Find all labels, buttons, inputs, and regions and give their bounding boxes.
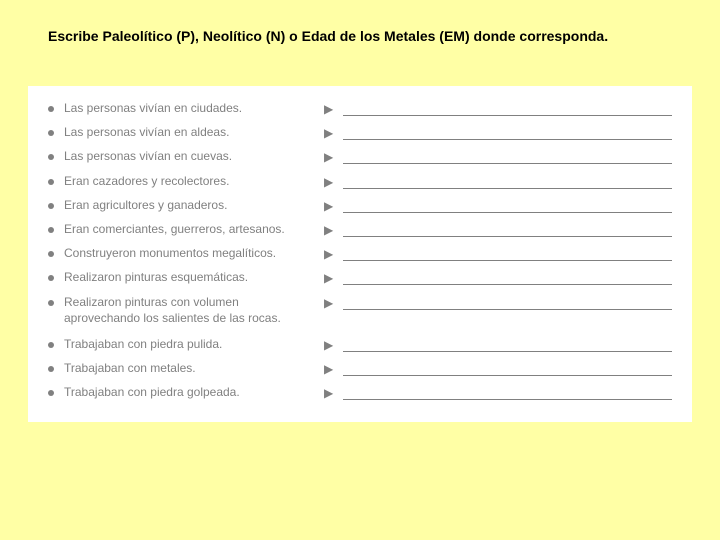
answer-blank[interactable] xyxy=(343,102,672,116)
arrow-icon: ▶ xyxy=(324,338,333,352)
bullet-icon xyxy=(48,227,54,233)
statement-text: Trabajaban con piedra pulida. xyxy=(64,336,324,352)
bullet-icon xyxy=(48,130,54,136)
list-item: Trabajaban con piedra pulida. ▶ xyxy=(48,336,672,352)
list-item: Realizaron pinturas con volumen aprovech… xyxy=(48,294,672,326)
answer-blank[interactable] xyxy=(343,296,672,310)
bullet-icon xyxy=(48,300,54,306)
arrow-icon: ▶ xyxy=(324,271,333,285)
list-item: Las personas vivían en cuevas. ▶ xyxy=(48,148,672,164)
bullet-icon xyxy=(48,366,54,372)
list-item: Trabajaban con metales. ▶ xyxy=(48,360,672,376)
answer-blank[interactable] xyxy=(343,199,672,213)
list-item: Eran comerciantes, guerreros, artesanos.… xyxy=(48,221,672,237)
arrow-icon: ▶ xyxy=(324,150,333,164)
answer-blank[interactable] xyxy=(343,223,672,237)
statement-text: Las personas vivían en cuevas. xyxy=(64,148,324,164)
bullet-icon xyxy=(48,342,54,348)
bullet-icon xyxy=(48,179,54,185)
bullet-icon xyxy=(48,275,54,281)
arrow-icon: ▶ xyxy=(324,386,333,400)
answer-blank[interactable] xyxy=(343,150,672,164)
statement-text: Las personas vivían en aldeas. xyxy=(64,124,324,140)
statement-text: Construyeron monumentos megalíticos. xyxy=(64,245,324,261)
list-item: Trabajaban con piedra golpeada. ▶ xyxy=(48,384,672,400)
statement-text: Realizaron pinturas esquemáticas. xyxy=(64,269,324,285)
statement-text: Las personas vivían en ciudades. xyxy=(64,100,324,116)
arrow-icon: ▶ xyxy=(324,102,333,116)
bullet-icon xyxy=(48,251,54,257)
arrow-icon: ▶ xyxy=(324,175,333,189)
instruction-text: Escribe Paleolítico (P), Neolítico (N) o… xyxy=(0,0,720,44)
arrow-icon: ▶ xyxy=(324,296,333,310)
statement-text: Trabajaban con piedra golpeada. xyxy=(64,384,324,400)
worksheet-panel: Las personas vivían en ciudades. ▶ Las p… xyxy=(28,86,692,422)
list-item: Las personas vivían en ciudades. ▶ xyxy=(48,100,672,116)
statement-text: Trabajaban con metales. xyxy=(64,360,324,376)
bullet-icon xyxy=(48,203,54,209)
arrow-icon: ▶ xyxy=(324,362,333,376)
statement-text: Eran agricultores y ganaderos. xyxy=(64,197,324,213)
answer-blank[interactable] xyxy=(343,362,672,376)
arrow-icon: ▶ xyxy=(324,126,333,140)
answer-blank[interactable] xyxy=(343,386,672,400)
answer-blank[interactable] xyxy=(343,126,672,140)
arrow-icon: ▶ xyxy=(324,199,333,213)
bullet-icon xyxy=(48,106,54,112)
list-item: Eran agricultores y ganaderos. ▶ xyxy=(48,197,672,213)
arrow-icon: ▶ xyxy=(324,223,333,237)
list-item: Construyeron monumentos megalíticos. ▶ xyxy=(48,245,672,261)
arrow-icon: ▶ xyxy=(324,247,333,261)
bullet-icon xyxy=(48,154,54,160)
statement-text: Realizaron pinturas con volumen aprovech… xyxy=(64,294,324,326)
list-item: Realizaron pinturas esquemáticas. ▶ xyxy=(48,269,672,285)
answer-blank[interactable] xyxy=(343,247,672,261)
statement-text: Eran cazadores y recolectores. xyxy=(64,173,324,189)
statement-text: Eran comerciantes, guerreros, artesanos. xyxy=(64,221,324,237)
list-item: Las personas vivían en aldeas. ▶ xyxy=(48,124,672,140)
answer-blank[interactable] xyxy=(343,175,672,189)
bullet-icon xyxy=(48,390,54,396)
answer-blank[interactable] xyxy=(343,338,672,352)
answer-blank[interactable] xyxy=(343,271,672,285)
list-item: Eran cazadores y recolectores. ▶ xyxy=(48,173,672,189)
